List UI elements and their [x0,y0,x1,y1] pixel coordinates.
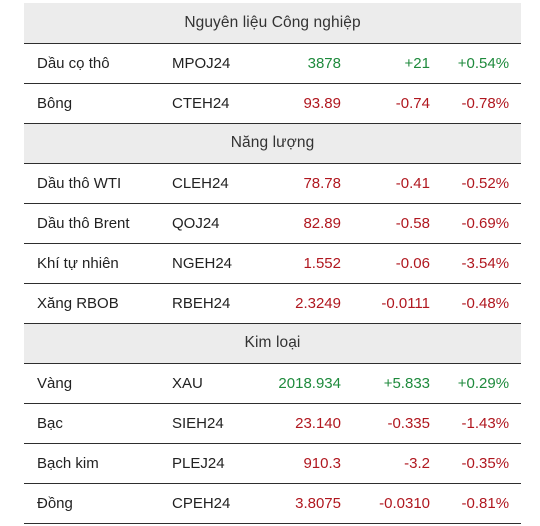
quote-row[interactable]: Dầu thô Brent QOJ24 82.89 -0.58 -0.69% [24,203,522,244]
percent-change: -0.81% [432,483,522,524]
price-change: -3.2 [343,443,432,484]
commodity-symbol: XAU [170,363,271,404]
commodity-name: Đồng [24,483,170,524]
quote-row[interactable]: Bạc SIEH24 23.140 -0.335 -1.43% [24,403,522,444]
commodity-price: 2.3249 [271,283,343,324]
commodity-name: Bông [24,83,170,124]
commodity-symbol: NGEH24 [170,243,271,284]
percent-change: -0.35% [432,443,522,484]
price-change: -0.0111 [343,283,432,324]
commodity-name: Xăng RBOB [24,283,170,324]
commodity-price: 23.140 [271,403,343,444]
commodity-symbol: QOJ24 [170,203,271,244]
quote-row[interactable]: Dầu thô WTI CLEH24 78.78 -0.41 -0.52% [24,163,522,204]
commodity-symbol: MPOJ24 [170,43,271,84]
commodity-symbol: RBEH24 [170,283,271,324]
percent-change: +0.29% [432,363,522,404]
section-header: Năng lượng [24,123,522,164]
quote-row[interactable]: Đồng CPEH24 3.8075 -0.0310 -0.81% [24,483,522,524]
percent-change: -0.69% [432,203,522,244]
percent-change: -0.78% [432,83,522,124]
commodity-name: Dầu thô WTI [24,163,170,204]
price-change: -0.41 [343,163,432,204]
commodity-price: 93.89 [271,83,343,124]
quote-row[interactable]: Dầu cọ thô MPOJ24 3878 +21 +0.54% [24,43,522,84]
commodity-price: 82.89 [271,203,343,244]
commodity-symbol: PLEJ24 [170,443,271,484]
commodity-price: 78.78 [271,163,343,204]
percent-change: -1.43% [432,403,522,444]
quote-row[interactable]: Bông CTEH24 93.89 -0.74 -0.78% [24,83,522,124]
commodity-price: 2018.934 [271,363,343,404]
percent-change: +0.54% [432,43,522,84]
commodity-name: Khí tự nhiên [24,243,170,284]
commodity-name: Dầu cọ thô [24,43,170,84]
quotes-table-body: Nguyên liệu Công nghiệp Dầu cọ thô MPOJ24 3… [24,3,522,524]
percent-change: -0.52% [432,163,522,204]
commodity-price: 3878 [271,43,343,84]
price-change: -0.58 [343,203,432,244]
percent-change: -3.54% [432,243,522,284]
commodity-name: Bạch kim [24,443,170,484]
quote-row[interactable]: Bạch kim PLEJ24 910.3 -3.2 -0.35% [24,443,522,484]
section-title: Kim loại [24,323,522,364]
section-header: Kim loại [24,323,522,364]
commodity-price: 1.552 [271,243,343,284]
commodity-name: Bạc [24,403,170,444]
price-change: -0.335 [343,403,432,444]
commodity-price: 3.8075 [271,483,343,524]
price-change: +5.833 [343,363,432,404]
commodity-symbol: CLEH24 [170,163,271,204]
percent-change: -0.48% [432,283,522,324]
commodity-symbol: SIEH24 [170,403,271,444]
commodity-quotes-table: Nguyên liệu Công nghiệp Dầu cọ thô MPOJ24 3… [24,3,522,524]
commodity-price: 910.3 [271,443,343,484]
quote-row[interactable]: Khí tự nhiên NGEH24 1.552 -0.06 -3.54% [24,243,522,284]
section-title: Nguyên liệu Công nghiệp [24,3,522,44]
section-title: Năng lượng [24,123,522,164]
price-change: +21 [343,43,432,84]
price-change: -0.0310 [343,483,432,524]
quote-row[interactable]: Vàng XAU 2018.934 +5.833 +0.29% [24,363,522,404]
quote-row[interactable]: Xăng RBOB RBEH24 2.3249 -0.0111 -0.48% [24,283,522,324]
commodity-name: Dầu thô Brent [24,203,170,244]
commodity-name: Vàng [24,363,170,404]
commodity-symbol: CTEH24 [170,83,271,124]
price-change: -0.74 [343,83,432,124]
section-header: Nguyên liệu Công nghiệp [24,3,522,44]
price-change: -0.06 [343,243,432,284]
commodity-symbol: CPEH24 [170,483,271,524]
